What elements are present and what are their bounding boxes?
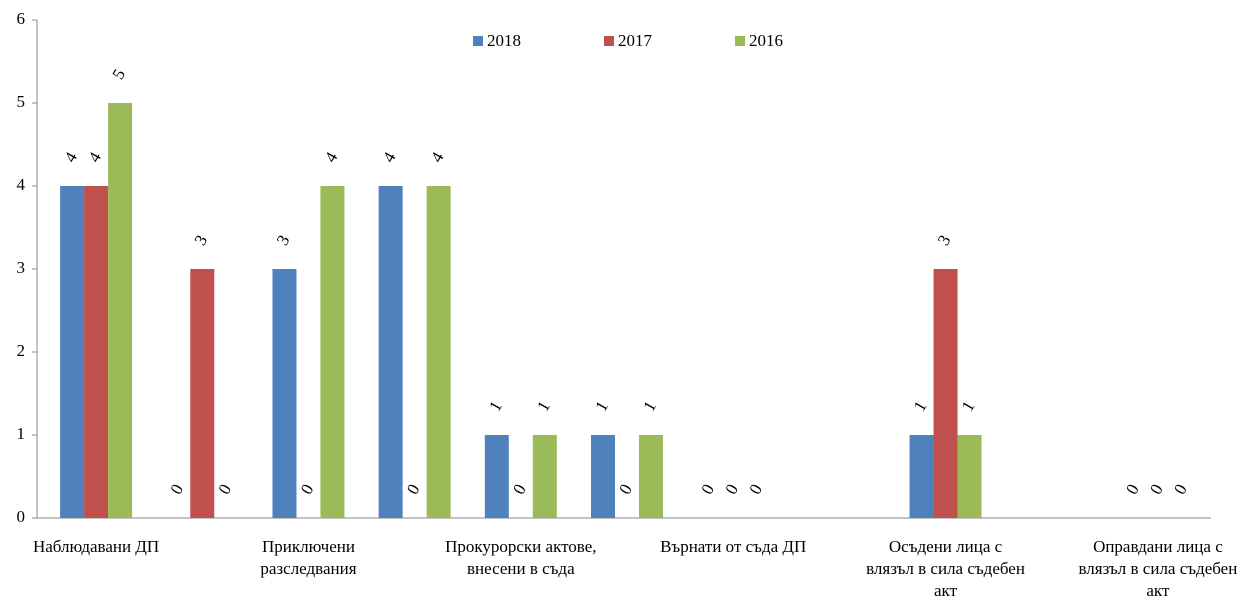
data-label: 0 [615,481,636,498]
data-label: 1 [485,398,506,415]
bar [272,269,297,518]
data-label: 3 [273,232,294,249]
bar [957,435,982,518]
x-tick-label: Оправдани лица с влязъл в сила съдебен а… [1078,537,1238,600]
data-label: 5 [108,66,129,83]
data-label: 1 [958,398,979,415]
y-tick-label: 6 [17,9,26,28]
bar [378,186,403,518]
legend-label: 2017 [618,31,653,50]
bar [426,186,451,518]
data-label: 4 [60,148,81,165]
bar [909,435,934,518]
bar [591,435,615,518]
data-label: 0 [167,481,188,498]
data-label: 4 [427,148,448,165]
data-label: 4 [321,148,342,165]
legend-swatch [735,36,745,46]
x-tick-label: Осъдени лица с влязъл в сила съдебен акт [866,537,1025,600]
legend-swatch [473,36,483,46]
x-tick-label: Наблюдавани ДП [32,537,160,556]
data-label: 1 [591,398,612,415]
data-label: 0 [1146,481,1167,498]
data-label: 0 [509,481,530,498]
data-label: 1 [639,398,660,415]
bar [933,269,958,518]
data-label: 4 [379,148,400,165]
data-label: 4 [84,148,105,165]
legend-label: 2016 [749,31,783,50]
bar [320,186,345,518]
y-tick-label: 3 [17,258,26,277]
bar [84,186,109,518]
bar [532,435,557,518]
legend-label: 2018 [487,31,521,50]
data-label: 0 [1170,481,1191,498]
bar [60,186,85,518]
data-label: 0 [745,481,766,498]
bar [639,435,663,518]
legend-swatch [604,36,614,46]
y-tick-label: 0 [17,507,26,526]
data-label: 0 [1122,481,1143,498]
data-label: 0 [721,481,742,498]
bar [190,269,215,518]
y-tick-label: 5 [17,92,26,111]
data-label: 0 [215,481,236,498]
y-tick-label: 4 [17,175,26,194]
data-label: 0 [697,481,718,498]
data-label: 3 [934,232,955,249]
bar [484,435,509,518]
data-label: 3 [191,232,212,249]
x-tick-label: Върнати от съда ДП [660,537,807,556]
x-tick-label: Приключени разследвания [260,537,357,578]
data-label: 1 [910,398,931,415]
data-label: 0 [403,481,424,498]
data-label: 0 [297,481,318,498]
data-label: 1 [533,398,554,415]
y-tick-label: 2 [17,341,26,360]
x-tick-label: Прокурорски актове, внесени в съда [445,537,597,578]
bar [108,103,133,518]
y-tick-label: 1 [17,424,26,443]
